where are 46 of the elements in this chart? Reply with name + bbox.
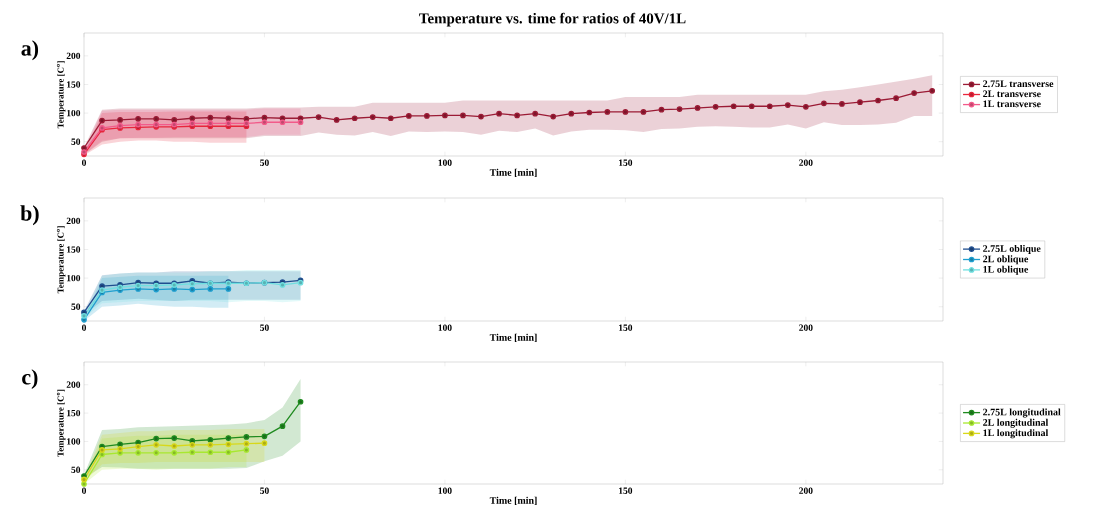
x-tick-label: 150 — [619, 159, 633, 166]
y-tick-label: 100 — [67, 274, 81, 282]
legend-label: 2L oblique — [983, 255, 1029, 265]
legend-label: 1L transverse — [983, 100, 1041, 108]
x-tick-label: 150 — [619, 487, 633, 494]
y-tick-label: 100 — [67, 109, 81, 117]
y-tick-label: 50 — [71, 138, 81, 145]
y-tick-label: 100 — [67, 438, 81, 445]
x-tick-label: 50 — [260, 487, 269, 494]
legend-label: 1L longitudinal — [983, 429, 1049, 439]
x-tick-label: 0 — [81, 487, 87, 494]
y-axis-title: Temperature [C$^{o}$] — [56, 389, 66, 457]
text: b) — [20, 205, 39, 226]
y-tick-label: 200 — [66, 52, 81, 60]
chart-title: Temperature vs. time for ratios of 40V/1L — [419, 12, 686, 27]
x-tick-label: 200 — [799, 159, 813, 166]
y-axis-title: Temperature [C$^{o}$] — [56, 61, 66, 129]
x-tick-label: 50 — [260, 324, 269, 331]
x-tick-label: 100 — [438, 324, 452, 331]
y-tick-label: 200 — [66, 217, 81, 225]
text: c) — [22, 369, 38, 390]
y-tick-label: 150 — [67, 246, 81, 253]
y-tick-label: 150 — [67, 409, 81, 417]
x-axis-title: Time [min] — [489, 168, 537, 177]
legend-label: 2.75L transverse — [983, 80, 1054, 88]
x-axis-title: Time [min] — [489, 333, 537, 342]
y-tick-label: 150 — [67, 81, 81, 88]
x-axis-title: Time [min] — [489, 496, 537, 505]
x-tick-label: 50 — [260, 159, 269, 166]
y-axis-title: Temperature [C$^{o}$] — [56, 226, 66, 294]
legend-label: 2.75L oblique — [983, 244, 1041, 254]
legend-label: 2.75L longitudinal — [983, 408, 1061, 418]
x-tick-label: 100 — [438, 159, 452, 166]
x-tick-label: 200 — [799, 324, 813, 331]
legend-label: 1L oblique — [983, 265, 1029, 275]
y-tick-label: 50 — [71, 466, 81, 474]
x-tick-label: 0 — [81, 324, 87, 331]
x-tick-label: 200 — [799, 487, 813, 494]
y-tick-label: 200 — [66, 381, 81, 388]
x-tick-label: 100 — [438, 487, 452, 494]
x-tick-label: 0 — [81, 159, 87, 166]
text: a) — [21, 40, 39, 61]
legend-label: 2L transverse — [983, 90, 1041, 98]
y-tick-label: 50 — [71, 303, 81, 310]
legend-label: 2L longitudinal — [983, 418, 1049, 428]
x-tick-label: 150 — [619, 324, 633, 331]
